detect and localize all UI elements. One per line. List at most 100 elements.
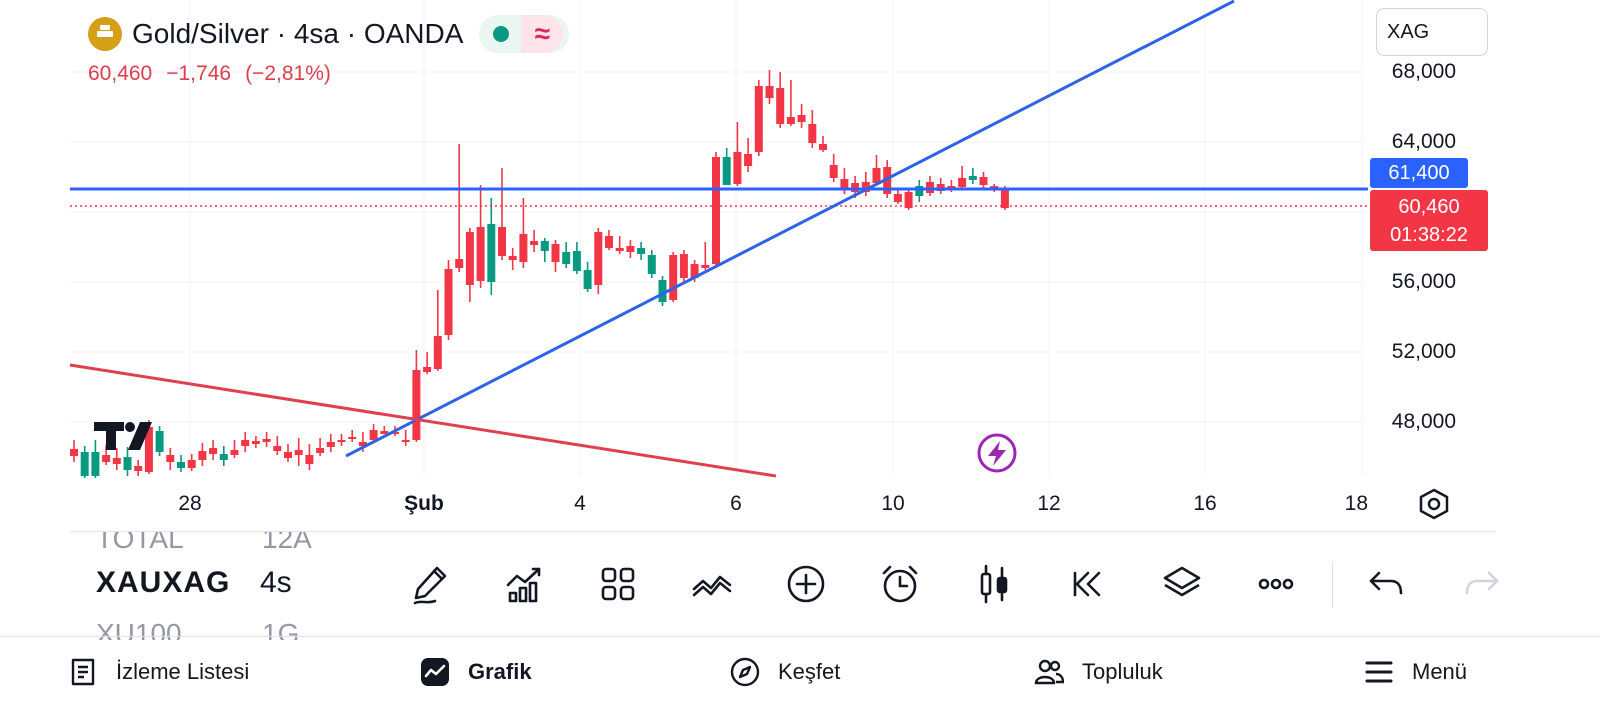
candle-body [348, 437, 357, 439]
price-axis-label: 52,000 [1391, 340, 1456, 363]
nav-chart[interactable]: Grafik [420, 652, 532, 692]
price-chart[interactable] [0, 0, 1600, 530]
nav-community[interactable]: Topluluk [1034, 652, 1163, 692]
time-axis-label: 10 [881, 492, 905, 515]
candle-body [284, 452, 292, 458]
candle-body [904, 192, 913, 208]
candle-body [498, 227, 506, 256]
compass-icon [730, 657, 760, 687]
hamburger-icon [1365, 661, 1393, 683]
undo-icon[interactable] [1362, 560, 1410, 608]
chart-settings-icon[interactable] [1416, 486, 1452, 522]
candle-body [476, 227, 485, 281]
candle-body [765, 86, 774, 98]
candle-body [819, 144, 827, 150]
candle-body [615, 248, 624, 251]
candle-body [455, 259, 464, 268]
candle-body [530, 241, 539, 245]
candlesticks [70, 70, 1009, 478]
layers-icon[interactable] [1158, 560, 1206, 608]
candle-body [337, 440, 346, 442]
candle-body [872, 168, 881, 183]
candle-body [465, 232, 474, 285]
grid [70, 0, 1366, 476]
alarm-icon[interactable] [876, 560, 924, 608]
candle-body [605, 236, 613, 248]
candle-body [968, 176, 977, 180]
candle-body [209, 448, 218, 454]
indicators-icon[interactable] [500, 560, 548, 608]
candle-body [219, 454, 228, 460]
time-axis-label: 4 [574, 492, 586, 515]
nav-explore-label: Keşfet [778, 659, 841, 684]
patterns-icon[interactable] [688, 560, 736, 608]
candle-body [134, 466, 143, 471]
tradingview-logo [94, 422, 152, 450]
market-status-pill[interactable]: ≈ [479, 15, 570, 53]
candle-body [391, 432, 399, 434]
symbol-title: Gold/Silver · 4sa · OANDA [132, 18, 464, 49]
candle-body [572, 251, 581, 271]
candle-body [679, 254, 688, 278]
replay-icon[interactable] [1064, 560, 1112, 608]
toolbar-separator [1332, 562, 1333, 608]
candle-body [583, 270, 592, 289]
candle-body [690, 264, 699, 278]
candle-body [647, 255, 656, 274]
last-price: 60,460 [88, 62, 153, 85]
trend-line-down [69, 363, 777, 478]
watch-ghost-interval: 12A [262, 532, 312, 552]
nav-explore[interactable]: Keşfet [730, 652, 840, 692]
symbol-header[interactable]: Gold/Silver · 4sa · OANDA ≈ [88, 14, 570, 54]
price-axis-label: 64,000 [1391, 130, 1456, 153]
candle-body [251, 441, 260, 444]
candle-body [487, 224, 496, 282]
delayed-data-badge: ≈ [521, 15, 564, 53]
event-lightning-icon[interactable] [977, 433, 1017, 473]
community-icon [1034, 659, 1064, 685]
time-axis-label: 16 [1193, 492, 1217, 515]
candle-body [123, 457, 132, 470]
candle-body [754, 86, 763, 152]
line-price-tag: 61,400 [1370, 158, 1468, 188]
candle-body [155, 431, 164, 452]
pencil-icon[interactable] [406, 560, 454, 608]
candle-body [594, 232, 603, 285]
candle-body [198, 451, 207, 460]
candle-body [273, 446, 282, 451]
price-change-row: 60,460 −1,746 (−2,81%) [88, 62, 345, 86]
nav-menu[interactable]: Menü [1364, 652, 1467, 692]
nav-watchlist[interactable]: İzleme Listesi [68, 652, 249, 692]
candle-body [401, 440, 410, 442]
more-icon[interactable] [1252, 560, 1300, 608]
price-change-percent: (−2,81%) [245, 62, 331, 85]
time-axis-label: Şub [404, 492, 444, 515]
candle-body [369, 430, 378, 440]
candle-body [144, 427, 153, 472]
candle-body [637, 248, 646, 254]
candle-body [294, 450, 303, 455]
price-axis-label: 56,000 [1391, 270, 1456, 293]
nav-menu-label: Menü [1412, 659, 1468, 684]
bar-countdown: 01:38:22 [1390, 224, 1468, 246]
active-interval[interactable]: 4s [260, 566, 292, 599]
candle-body [423, 367, 432, 372]
gold-coin-icon [88, 17, 122, 51]
watchlist-icon [71, 658, 95, 686]
active-symbol[interactable]: XAUXAG [96, 566, 230, 599]
candle-body [829, 165, 838, 178]
candle-body [316, 448, 325, 453]
symbol-search-input[interactable]: XAG [1376, 8, 1488, 56]
candle-body [112, 458, 121, 464]
candle-body [626, 246, 635, 252]
nav-community-label: Topluluk [1082, 659, 1163, 684]
add-icon[interactable] [782, 560, 830, 608]
watch-ghost-interval: 1G [262, 620, 300, 640]
candles-icon[interactable] [970, 560, 1018, 608]
grid-icon[interactable] [594, 560, 642, 608]
watch-ghost-symbol: XU100 [96, 620, 182, 640]
candle-body [444, 269, 453, 335]
price-change: −1,746 [166, 62, 232, 85]
candle-body [840, 179, 849, 190]
candle-body [230, 450, 239, 455]
